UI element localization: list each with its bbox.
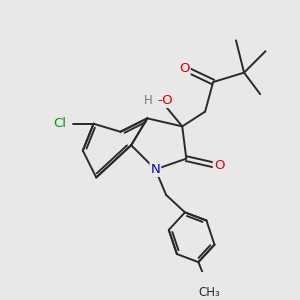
Text: H: H [144, 94, 153, 107]
Text: Cl: Cl [53, 117, 67, 130]
Text: O: O [179, 62, 190, 75]
Text: CH₃: CH₃ [198, 286, 220, 299]
Text: -O: -O [157, 94, 172, 107]
Text: N: N [151, 163, 160, 176]
Text: O: O [214, 159, 224, 172]
